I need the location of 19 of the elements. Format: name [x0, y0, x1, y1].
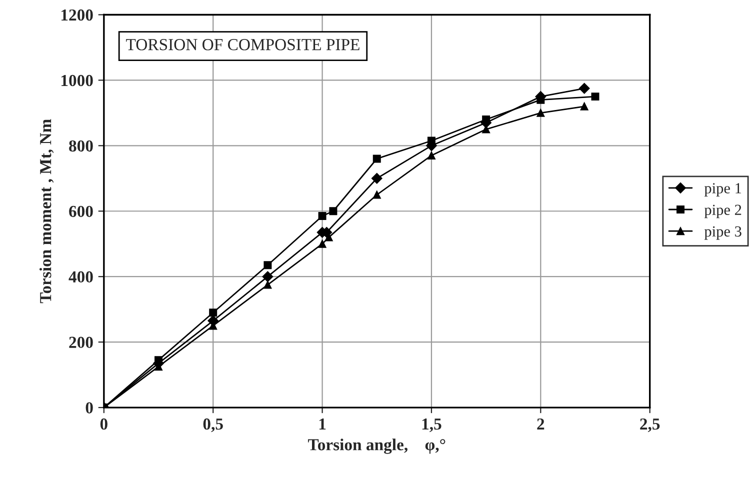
y-axis-title: Torsion moment , Mt, Nm	[39, 119, 54, 304]
x-tick-label: 2	[537, 418, 544, 430]
y-tick-label: 600	[69, 206, 93, 218]
y-tick-label: 200	[69, 336, 93, 348]
y-tick-label: 1000	[62, 74, 93, 86]
y-tick-label: 400	[68, 271, 93, 283]
y-tick-label: 800	[69, 140, 93, 152]
text: TORSION OF COMPOSITE PIPE	[126, 39, 360, 50]
x-tick-label: 0	[100, 418, 108, 430]
y-tick-label: 0	[86, 402, 93, 414]
legend-label: pipe 1	[704, 183, 742, 197]
x-tick-label: 0,5	[203, 418, 223, 432]
x-tick-label: 1,5	[422, 418, 442, 432]
y-tick-label: 1200	[62, 9, 93, 21]
legend-label: pipe 2	[704, 204, 742, 218]
legend-label: pipe 3	[704, 226, 742, 240]
x-tick-label: 2,5	[640, 418, 660, 432]
x-tick-label: 1	[319, 418, 326, 430]
x-axis-title: Torsion angle, φ,°	[308, 438, 446, 454]
